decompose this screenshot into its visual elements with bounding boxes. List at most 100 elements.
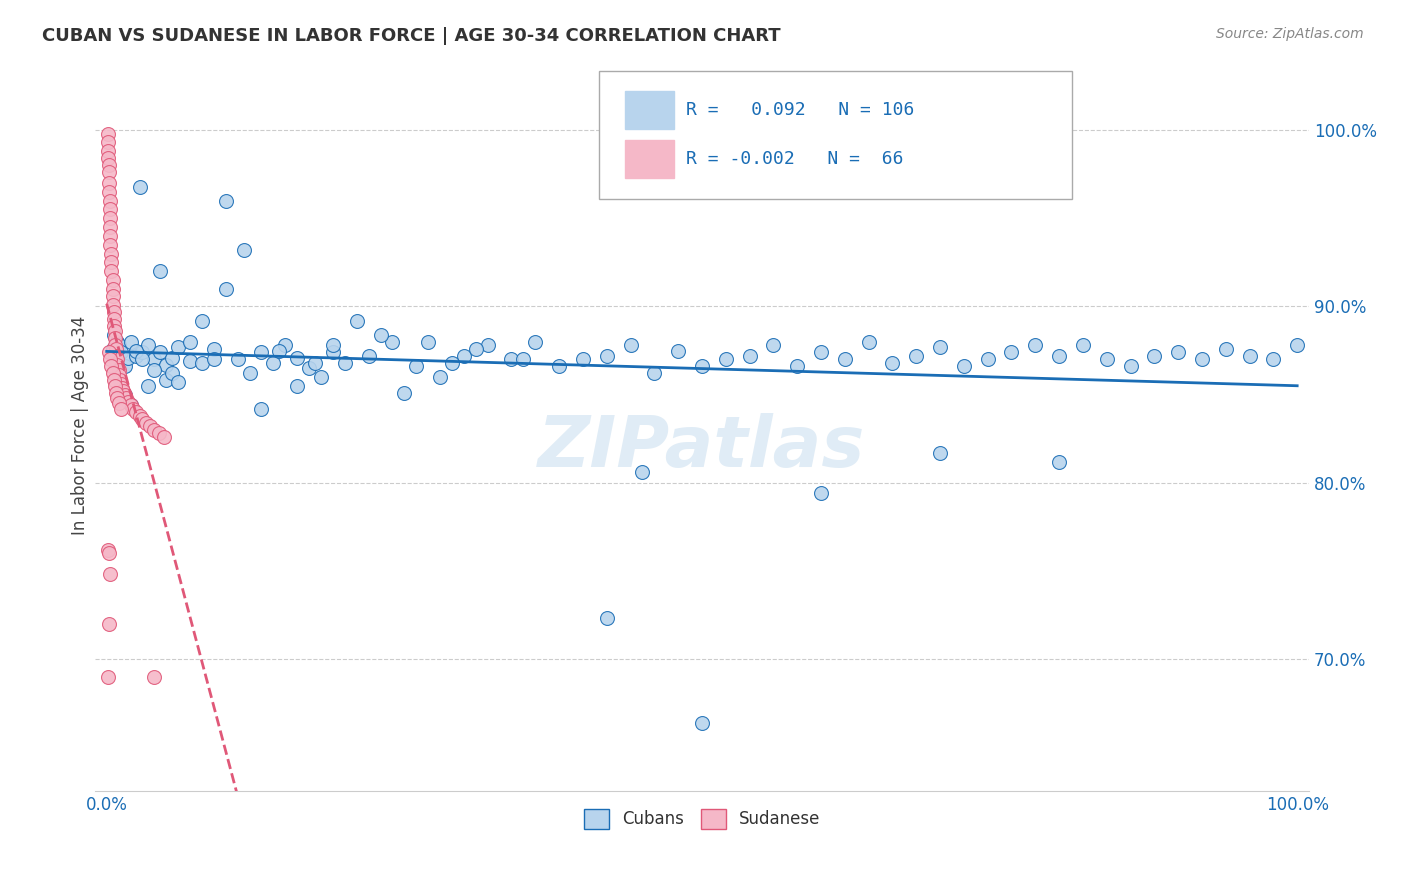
Point — [120, 398, 142, 412]
Point — [1143, 349, 1166, 363]
Point — [1167, 345, 1189, 359]
Point — [97, 152, 120, 166]
Point — [117, 394, 139, 409]
Point — [905, 349, 928, 363]
Text: R = -0.002   N =  66: R = -0.002 N = 66 — [686, 150, 904, 168]
Point — [101, 342, 124, 356]
Point — [191, 356, 214, 370]
Point — [810, 486, 832, 500]
Point — [101, 282, 124, 296]
Point — [120, 398, 142, 412]
Point — [98, 237, 121, 252]
Point — [762, 338, 785, 352]
Point — [103, 318, 125, 333]
Point — [269, 343, 291, 358]
Point — [97, 145, 120, 159]
Point — [285, 378, 308, 392]
Point — [1024, 338, 1046, 352]
Point — [477, 338, 499, 352]
Point — [191, 313, 214, 327]
Point — [322, 338, 344, 352]
Y-axis label: In Labor Force | Age 30-34: In Labor Force | Age 30-34 — [72, 316, 89, 535]
Point — [153, 430, 176, 444]
Point — [250, 401, 273, 416]
Point — [155, 358, 177, 372]
Point — [135, 416, 157, 430]
Point — [512, 352, 534, 367]
Point — [631, 465, 654, 479]
Point — [105, 354, 128, 368]
Point — [690, 359, 713, 374]
Point — [429, 370, 451, 384]
Point — [834, 352, 856, 367]
Point — [98, 567, 121, 582]
Point — [304, 356, 326, 370]
Point — [138, 419, 160, 434]
Point — [810, 345, 832, 359]
Point — [262, 356, 284, 370]
Text: CUBAN VS SUDANESE IN LABOR FORCE | AGE 30-34 CORRELATION CHART: CUBAN VS SUDANESE IN LABOR FORCE | AGE 3… — [42, 27, 780, 45]
Point — [107, 334, 129, 349]
Point — [98, 158, 121, 172]
Point — [1095, 352, 1118, 367]
Point — [100, 246, 122, 260]
Point — [143, 363, 166, 377]
Point — [1286, 338, 1309, 352]
Point — [167, 340, 190, 354]
Point — [1119, 359, 1142, 374]
Point — [1000, 345, 1022, 359]
Point — [97, 136, 120, 150]
Point — [103, 374, 125, 388]
Point — [976, 352, 998, 367]
Point — [103, 304, 125, 318]
Point — [110, 377, 132, 392]
Point — [125, 343, 148, 358]
Point — [107, 396, 129, 410]
Point — [104, 324, 127, 338]
Point — [103, 311, 125, 326]
Point — [104, 338, 127, 352]
Point — [103, 327, 125, 342]
Text: R =   0.092   N = 106: R = 0.092 N = 106 — [686, 101, 914, 120]
Point — [101, 273, 124, 287]
Point — [285, 351, 308, 365]
Point — [120, 334, 142, 349]
Point — [148, 426, 170, 441]
Bar — [626, 140, 673, 178]
Point — [381, 334, 404, 349]
Point — [714, 352, 737, 367]
Point — [1047, 454, 1070, 468]
Point — [738, 349, 761, 363]
Point — [98, 352, 121, 367]
Point — [105, 385, 128, 400]
Point — [202, 352, 225, 367]
Point — [107, 352, 129, 367]
Point — [786, 359, 808, 374]
Point — [107, 338, 129, 352]
Point — [858, 334, 880, 349]
Point — [143, 352, 166, 367]
Point — [167, 376, 190, 390]
Point — [453, 349, 475, 363]
Point — [179, 354, 201, 368]
Point — [125, 349, 148, 363]
Point — [108, 374, 131, 388]
Point — [104, 349, 127, 363]
Point — [105, 342, 128, 356]
Point — [122, 401, 145, 416]
Point — [97, 542, 120, 557]
Point — [1239, 349, 1261, 363]
Legend: Cubans, Sudanese: Cubans, Sudanese — [576, 802, 827, 836]
Point — [232, 243, 254, 257]
Point — [322, 345, 344, 359]
Point — [155, 374, 177, 388]
Point — [548, 359, 571, 374]
Point — [226, 352, 249, 367]
Point — [1215, 342, 1237, 356]
Point — [143, 423, 166, 437]
Point — [143, 670, 166, 684]
Point — [98, 176, 121, 190]
Text: Source: ZipAtlas.com: Source: ZipAtlas.com — [1216, 27, 1364, 41]
Point — [1191, 352, 1213, 367]
Point — [114, 359, 136, 374]
